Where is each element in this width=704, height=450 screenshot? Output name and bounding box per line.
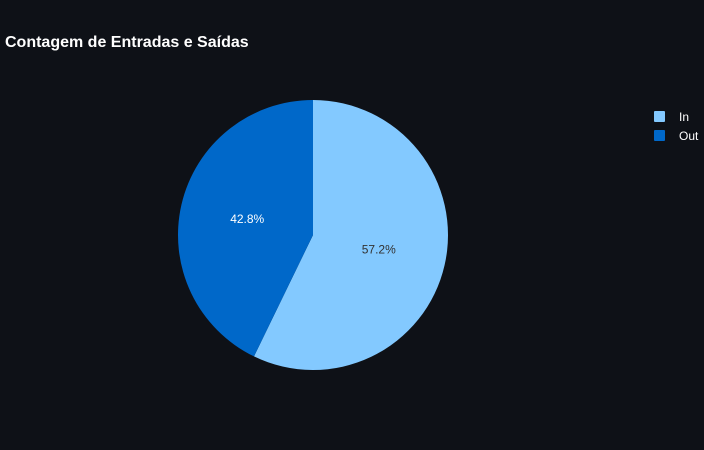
legend-label-out: Out bbox=[679, 128, 699, 143]
pie-label-out: 42.8% bbox=[230, 212, 264, 226]
pie-labels: 57.2% 42.8% bbox=[230, 212, 396, 256]
pie-slices bbox=[178, 100, 448, 370]
legend-label-in: In bbox=[679, 109, 690, 124]
pie-label-in: 57.2% bbox=[362, 242, 396, 256]
pie-slice-in[interactable] bbox=[253, 100, 448, 370]
legend-swatch-in bbox=[654, 111, 665, 122]
pie-slice-out[interactable] bbox=[178, 100, 313, 357]
legend-swatch-out bbox=[654, 130, 665, 141]
chart-title: Contagem de Entradas e Saídas bbox=[5, 34, 249, 51]
legend: In Out bbox=[654, 107, 704, 145]
legend-item-in[interactable]: In bbox=[654, 107, 704, 126]
legend-item-out[interactable]: Out bbox=[654, 126, 704, 145]
